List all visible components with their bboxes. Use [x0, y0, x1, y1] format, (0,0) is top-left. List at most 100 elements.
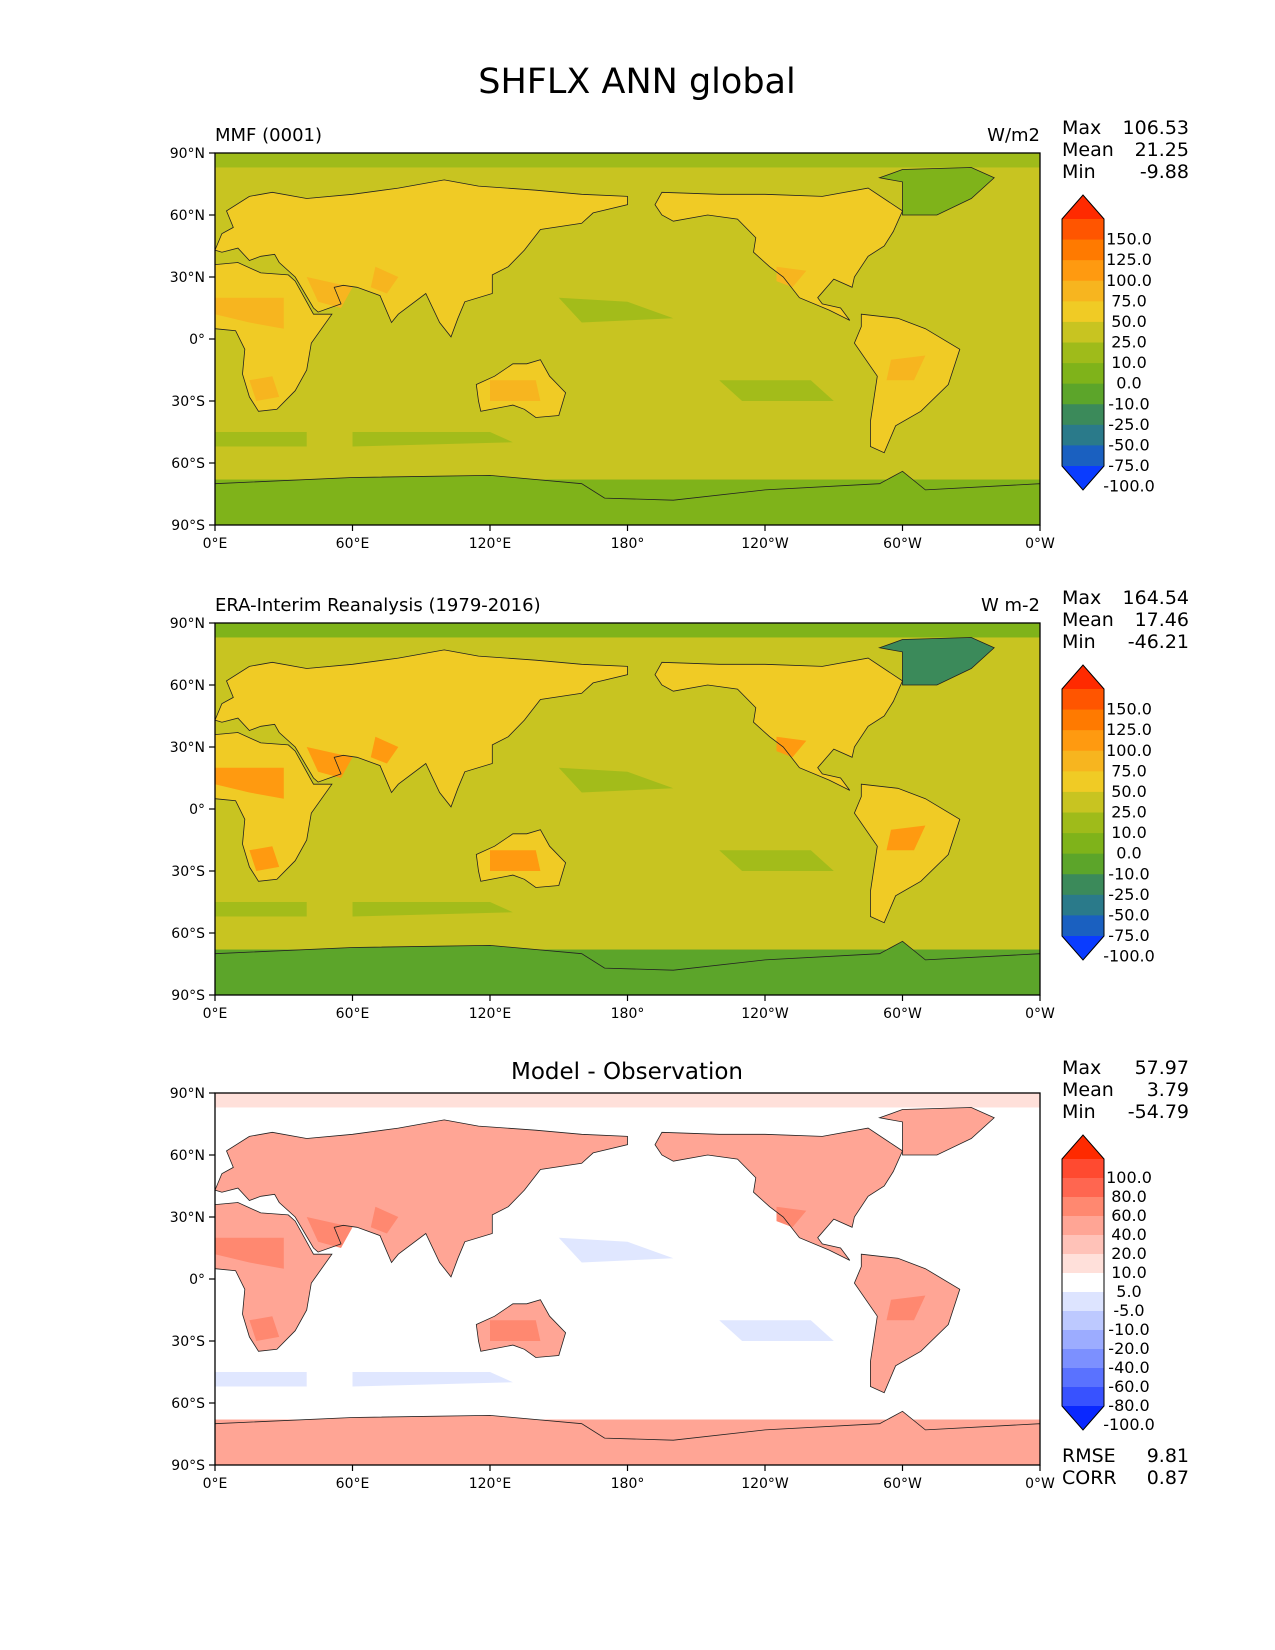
coastline-southamerica	[853, 1253, 961, 1394]
colorbar-level-label: -100.0	[1103, 947, 1155, 966]
lat-tick-label: 60°N	[170, 208, 205, 224]
colorbar-bin	[1062, 1273, 1104, 1293]
colorbar-bin	[1062, 260, 1104, 282]
land-field-southamerica	[854, 1254, 960, 1393]
lon-tick-label: 0°W	[1025, 536, 1055, 552]
land-anomaly-region	[306, 277, 353, 308]
lon-tick-label: 180°	[611, 536, 645, 552]
colorbar-level-label: 10.0	[1111, 353, 1147, 372]
lat-tick-label: 30°N	[170, 1210, 205, 1226]
lon-tick-label: 120°W	[741, 1476, 789, 1492]
map-field	[215, 1093, 1040, 1465]
land-field-antarctica	[215, 471, 1040, 525]
colorbar-outline	[1061, 1134, 1105, 1431]
colorbar-level-label: -60.0	[1108, 1377, 1149, 1396]
lat-tick-label: 30°N	[170, 740, 205, 756]
land-field-greenland	[879, 1107, 995, 1155]
colorbar-level-label: 100.0	[1106, 271, 1152, 290]
colorbar-bin	[1062, 1349, 1104, 1369]
panel-3-rmse-label: RMSE	[1062, 1445, 1116, 1467]
colorbar-level-label: 40.0	[1111, 1225, 1147, 1244]
colorbar-level-label: -75.0	[1108, 456, 1149, 475]
colorbar-bin	[1062, 853, 1104, 875]
lon-tick-label: 120°W	[741, 536, 789, 552]
land-anomaly-region	[306, 1217, 353, 1248]
panel-3-corr-label: CORR	[1062, 1467, 1117, 1489]
arctic-band	[215, 623, 1040, 638]
colorbar-bin	[1062, 1235, 1104, 1255]
colorbar-level-label: 100.0	[1106, 741, 1152, 760]
colorbar-bin	[1062, 730, 1104, 752]
land-anomaly-region	[776, 736, 807, 758]
land-anomaly-region	[249, 846, 280, 871]
panel-3-max-label: Max	[1062, 1057, 1101, 1079]
colorbar-bin	[1062, 709, 1104, 731]
panel-3-lat-axis: 90°N 60°N 30°N 0° 30°S 60°S 90°S	[170, 1086, 215, 1474]
colorbar-level-label: -40.0	[1108, 1358, 1149, 1377]
ocean-anomaly-region	[215, 1372, 307, 1387]
lon-tick-label: 0°E	[203, 536, 228, 552]
lon-tick-label: 0°E	[203, 1476, 228, 1492]
panel-2-mean-label: Mean	[1062, 609, 1114, 631]
colorbar-bin	[1062, 915, 1104, 937]
coastline-eurasia	[214, 179, 628, 338]
lat-tick-label: 90°N	[170, 616, 205, 632]
land-field-antarctica	[215, 941, 1040, 995]
panel-3: Model - Observation 90°N 60°N 30°N 0° 30°S 60…	[170, 1057, 1189, 1492]
lon-tick-label: 0°E	[203, 1006, 228, 1022]
colorbar-level-label: -50.0	[1108, 435, 1149, 454]
colorbar-bin	[1062, 812, 1104, 834]
lon-tick-label: 60°W	[883, 536, 922, 552]
land-field-greenland	[879, 637, 995, 685]
ocean-anomaly-region	[352, 1372, 513, 1387]
colorbar-extension-bottom	[1062, 936, 1104, 960]
coastline-australia	[475, 829, 567, 888]
coastline-africa	[214, 262, 333, 412]
colorbar-level-label: 150.0	[1106, 230, 1152, 249]
lon-tick-label: 60°E	[336, 536, 370, 552]
panel-1-lat-axis: 90°N 60°N 30°N 0° 30°S 60°S 90°S	[170, 146, 215, 534]
ocean-anomaly-region	[215, 902, 307, 917]
colorbar-bin	[1062, 833, 1104, 855]
colorbar-level-label: -25.0	[1108, 415, 1149, 434]
panel-2-max-value: 164.54	[1123, 587, 1189, 609]
land-field-antarctica	[215, 1411, 1040, 1465]
lon-tick-label: 180°	[611, 1006, 645, 1022]
colorbar-bin	[1062, 280, 1104, 302]
colorbar-level-label: -10.0	[1108, 1320, 1149, 1339]
panel-2-min-label: Min	[1062, 631, 1096, 653]
lat-tick-label: 60°S	[171, 1396, 205, 1412]
colorbar-level-label: 75.0	[1111, 761, 1147, 780]
ocean-anomaly-region	[719, 1320, 834, 1341]
ocean-anomaly-region	[719, 380, 834, 401]
lon-tick-label: 120°E	[469, 1476, 512, 1492]
land-anomaly-region	[306, 747, 353, 778]
land-anomaly-region	[886, 825, 926, 851]
lat-tick-label: 60°N	[170, 1148, 205, 1164]
coastline-southamerica	[853, 313, 961, 454]
colorbar-extension-top	[1062, 665, 1104, 689]
coastline-eurasia	[214, 1119, 628, 1278]
ocean-anomaly-region	[719, 850, 834, 871]
land-anomaly-region	[886, 355, 926, 381]
colorbar-level-label: -100.0	[1103, 1415, 1155, 1434]
coastline-greenland	[878, 637, 995, 686]
coastline-northamerica	[654, 1127, 904, 1261]
colorbar-extension-top	[1062, 1135, 1104, 1159]
coastline-northamerica	[654, 187, 904, 321]
lon-tick-label: 120°E	[469, 536, 512, 552]
land-anomaly-region	[249, 376, 280, 401]
colorbar-bin	[1062, 1178, 1104, 1198]
figure-title: SHFLX ANN global	[478, 62, 795, 102]
colorbar-extension-top	[1062, 195, 1104, 219]
coastline-africa	[214, 732, 333, 882]
colorbar-bin	[1062, 301, 1104, 323]
coastline-southamerica	[853, 783, 961, 924]
ocean-anomaly-region	[558, 297, 674, 323]
colorbar-bin	[1062, 383, 1104, 405]
panel-3-center-title: Model - Observation	[511, 1059, 743, 1085]
land-anomaly-region	[490, 380, 541, 401]
panel-2-min-value: -46.21	[1128, 631, 1189, 653]
